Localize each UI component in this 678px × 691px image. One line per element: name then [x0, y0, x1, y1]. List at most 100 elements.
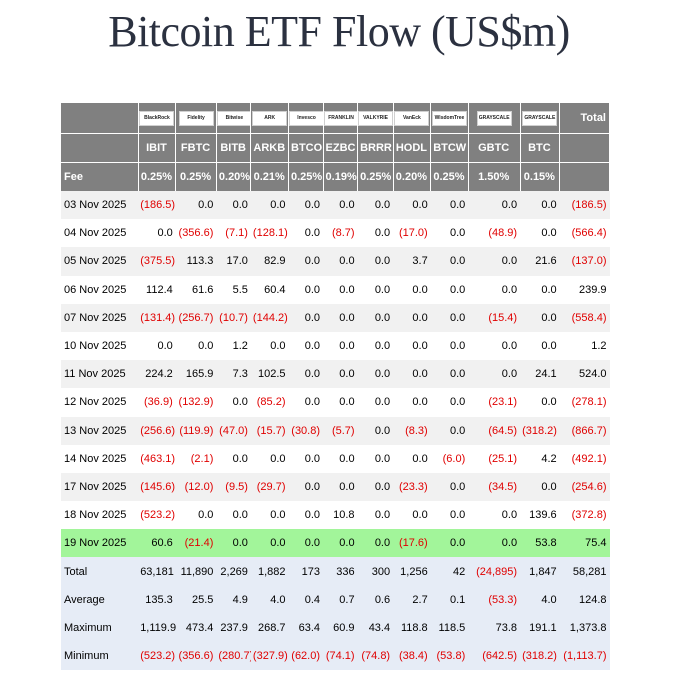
flow-cell: 0.0 [357, 501, 394, 530]
flow-cell: 0.0 [468, 275, 521, 304]
flow-cell: 53.8 [520, 529, 560, 558]
flow-cell: 10.8 [323, 501, 358, 530]
fee-row: Fee 0.25% 0.25% 0.20% 0.21% 0.25% 0.19% 0.25% 0… [61, 162, 610, 191]
flow-cell: 0.0 [430, 331, 469, 361]
logo-cell: BlackRock [138, 103, 177, 134]
row-date: 10 Nov 2025 [61, 331, 139, 361]
flow-cell: 0.0 [288, 472, 324, 502]
flow-cell: (30.8) [288, 416, 324, 445]
table-row: 19 Nov 2025 60.6 (21.4) 0.0 0.0 0.0 0.0 0.0 (17.… [61, 529, 610, 558]
flow-cell: 0.0 [357, 191, 394, 220]
flow-cell: (186.5) [559, 191, 610, 220]
summary-cell: 1,847 [520, 557, 560, 586]
flow-cell: 0.0 [323, 331, 358, 361]
summary-cell: (53.8) [430, 642, 469, 671]
ticker-header: HODL [393, 133, 432, 163]
flow-cell: 0.0 [250, 331, 289, 361]
table-row: 10 Nov 2025 0.0 0.0 1.2 0.0 0.0 0.0 0.0 0.0 0.0 0.… [61, 331, 610, 361]
summary-cell: 60.9 [323, 613, 358, 642]
flow-cell: 4.2 [520, 444, 560, 473]
flow-cell: 0.0 [520, 303, 560, 332]
flow-cell: (21.4) [175, 529, 217, 558]
flow-cell: (29.7) [250, 472, 289, 502]
flow-cell: 1.2 [559, 331, 610, 361]
flow-cell: 0.0 [288, 219, 324, 248]
flow-cell: 0.0 [323, 529, 358, 558]
flow-cell: 0.0 [393, 331, 431, 361]
flow-cell: 0.0 [520, 388, 560, 417]
logo-cell: Invesco [288, 103, 324, 134]
flow-cell: 21.6 [520, 247, 560, 276]
fee-value: 0.20% [393, 162, 432, 191]
flow-cell: 82.9 [250, 247, 289, 276]
flow-cell: 0.0 [288, 247, 324, 276]
flow-cell: 0.0 [430, 360, 469, 389]
table-row: 11 Nov 2025 224.2 165.9 7.3 102.5 0.0 0.0 0.0 0.… [61, 360, 610, 389]
fee-total-blank [559, 162, 610, 191]
row-date: 12 Nov 2025 [61, 388, 139, 417]
ark-logo: ARK [252, 110, 288, 126]
grayscale-gbtc-logo: GRAYSCALE [476, 110, 512, 126]
row-date: 13 Nov 2025 [61, 416, 139, 445]
summary-cell: (356.6) [175, 642, 217, 671]
ticker-header: FBTC [175, 133, 217, 163]
flow-cell: (23.1) [468, 388, 521, 417]
flow-cell: 17.0 [216, 247, 251, 276]
flow-cell: (8.3) [393, 416, 431, 445]
flow-cell: 0.0 [288, 529, 324, 558]
ticker-header: BTC [520, 133, 561, 163]
flow-cell: (356.6) [175, 219, 217, 248]
flow-cell: 0.0 [288, 191, 324, 220]
table-row: 06 Nov 2025 112.4 61.6 5.5 60.4 0.0 0.0 0.0 0.0 0… [61, 275, 610, 304]
row-date: 06 Nov 2025 [61, 275, 139, 304]
blackrock-logo: BlackRock [139, 110, 175, 126]
summary-cell: 63.4 [288, 613, 324, 642]
ticker-header: IBIT [138, 133, 177, 163]
flow-cell: (145.6) [138, 472, 176, 502]
summary-cell: 2,269 [216, 557, 251, 586]
flow-cell: 0.0 [216, 501, 251, 530]
flow-cell: (492.1) [559, 444, 610, 473]
ticker-header: BITB [216, 133, 252, 163]
summary-cell: 118.8 [393, 613, 431, 642]
ticker-row-blank [61, 133, 139, 163]
flow-cell: 0.0 [357, 472, 394, 502]
flow-cell: 0.0 [138, 331, 176, 361]
summary-cell: 0.4 [288, 585, 324, 614]
flow-cell: (2.1) [175, 444, 217, 473]
flow-cell: 0.0 [250, 529, 289, 558]
flow-cell: 0.0 [393, 303, 431, 332]
summary-cell: 0.7 [323, 585, 358, 614]
franklin-logo: FRANKLIN [323, 110, 357, 126]
total-header: Total [559, 103, 610, 134]
flow-cell: 0.0 [430, 501, 469, 530]
summary-row: Total 63,181 11,890 2,269 1,882 173 336 300 1,25… [61, 557, 610, 586]
row-date: 05 Nov 2025 [61, 247, 139, 276]
flow-cell: (128.1) [250, 219, 289, 248]
row-date: 03 Nov 2025 [61, 191, 139, 220]
flow-cell: (17.6) [393, 529, 431, 558]
fee-value: 0.25% [138, 162, 177, 191]
summary-label: Minimum [61, 642, 139, 671]
summary-cell: (523.2) [138, 642, 176, 671]
flow-cell: 0.0 [323, 360, 358, 389]
summary-cell: (38.4) [393, 642, 431, 671]
flow-cell: 60.4 [250, 275, 289, 304]
flow-cell: (119.9) [175, 416, 217, 445]
flow-cell: 0.0 [138, 219, 176, 248]
summary-cell: 118.5 [430, 613, 469, 642]
summary-cell: 73.8 [468, 613, 521, 642]
flow-cell: 0.0 [323, 247, 358, 276]
table-row: 07 Nov 2025 (131.4) (256.7) (10.7) (144.2) 0.… [61, 303, 610, 332]
flow-cell: 60.6 [138, 529, 176, 558]
logo-cell: VanEck [393, 103, 432, 134]
flow-cell: 0.0 [357, 219, 394, 248]
flow-cell: 0.0 [323, 191, 358, 220]
fee-value: 0.25% [430, 162, 469, 191]
flow-cell: 0.0 [393, 501, 431, 530]
flow-cell: 0.0 [430, 275, 469, 304]
flow-cell: (318.2) [520, 416, 560, 445]
flow-cell: 0.0 [216, 191, 251, 220]
flow-cell: 0.0 [520, 275, 560, 304]
summary-cell: 63,181 [138, 557, 176, 586]
